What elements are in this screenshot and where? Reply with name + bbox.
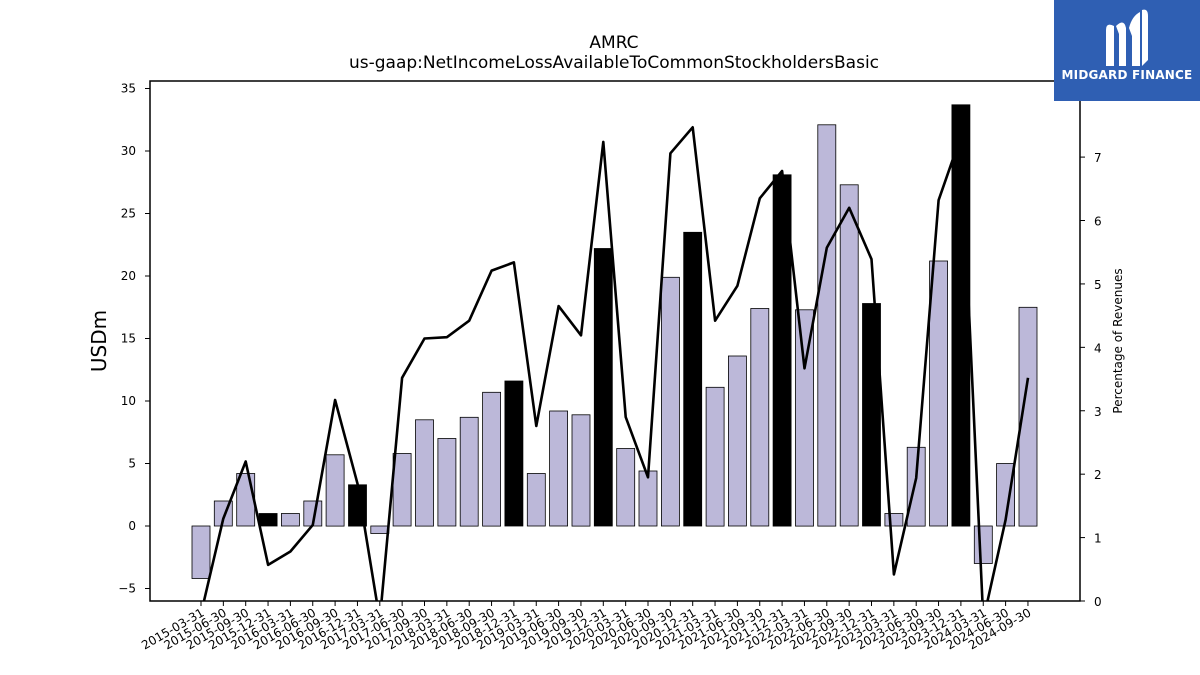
bar — [996, 463, 1015, 527]
bar — [504, 380, 524, 527]
y-tick-label: −5 — [118, 582, 136, 596]
bar — [705, 386, 725, 527]
bar — [951, 104, 971, 527]
y-tick-label: 20 — [121, 269, 136, 283]
y-tick-label: 35 — [121, 82, 136, 96]
percentage-line — [202, 126, 1030, 601]
bar — [392, 453, 412, 527]
y2-axis-title: Percentage of Revenues — [1111, 268, 1125, 413]
bar — [482, 391, 502, 527]
y2-tick-label: 4 — [1094, 341, 1102, 355]
bar — [325, 454, 345, 527]
x-axis: 2015-03-312015-06-302015-09-302015-12-31… — [139, 601, 1033, 652]
bar — [280, 513, 300, 527]
chart-subtitle: us-gaap:NetIncomeLossAvailableToCommonSt… — [349, 53, 879, 73]
bar — [929, 260, 948, 527]
bar — [526, 473, 546, 527]
y2-tick-label: 0 — [1094, 595, 1102, 609]
bar — [593, 248, 613, 527]
bar — [1018, 306, 1038, 527]
y2-tick-label: 1 — [1094, 532, 1102, 546]
bar — [236, 473, 256, 527]
y-tick-label: 25 — [121, 207, 136, 221]
y2-tick-label: 3 — [1094, 405, 1102, 419]
bar — [862, 303, 881, 527]
bar — [571, 414, 591, 527]
bar — [817, 124, 837, 527]
y-tick-label: 10 — [121, 394, 136, 408]
bar — [884, 513, 904, 527]
bar — [549, 410, 568, 527]
bar — [616, 448, 636, 527]
logo: MIDGARD FINANCE — [1054, 0, 1200, 101]
chart-title: AMRC — [589, 33, 638, 53]
y2-tick-label: 2 — [1094, 468, 1102, 482]
bar — [839, 184, 859, 527]
y-tick-label: 30 — [121, 144, 136, 158]
bar — [437, 438, 457, 527]
bar — [728, 355, 747, 527]
bar — [661, 276, 680, 527]
bar — [973, 525, 993, 564]
bar — [683, 231, 703, 527]
y-tick-label: 0 — [128, 519, 136, 533]
bar — [750, 308, 770, 527]
y-axis-title: USDm — [87, 310, 111, 372]
bar — [258, 513, 278, 527]
bar — [191, 525, 211, 579]
bar — [638, 470, 658, 527]
y-axis-left: −5 0 5 10 15 20 25 30 35 — [118, 82, 150, 596]
y2-tick-label: 7 — [1094, 151, 1102, 165]
line-series — [202, 126, 1030, 601]
midgard-m-icon — [1106, 9, 1148, 67]
bar — [370, 525, 390, 534]
bar — [415, 419, 434, 527]
y-tick-label: 5 — [128, 457, 136, 471]
bar — [795, 309, 814, 527]
y2-tick-label: 5 — [1094, 278, 1102, 292]
bar-series — [191, 104, 1038, 579]
logo-text: MIDGARD FINANCE — [1061, 68, 1193, 82]
bar — [906, 446, 926, 527]
plot-frame — [149, 80, 1081, 602]
y-tick-label: 15 — [121, 332, 136, 346]
bar — [459, 416, 479, 527]
y-axis-right: 0 1 2 3 4 5 6 7 — [1080, 151, 1102, 609]
y2-tick-label: 6 — [1094, 215, 1102, 229]
